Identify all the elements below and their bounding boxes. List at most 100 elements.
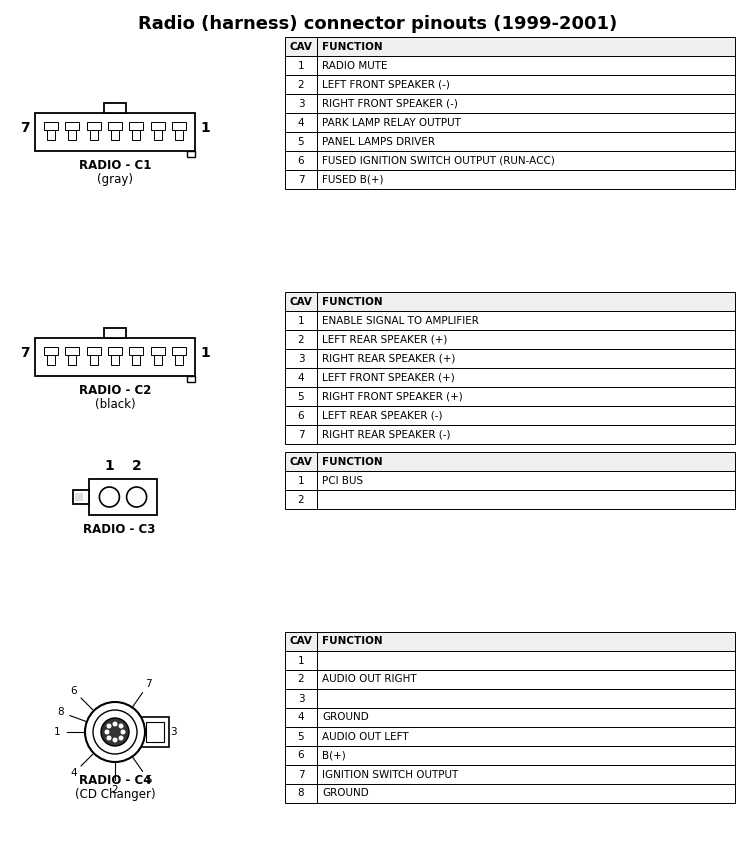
Text: 7: 7 xyxy=(20,346,30,360)
Bar xyxy=(317,37,735,56)
Bar xyxy=(285,471,317,490)
Bar xyxy=(317,75,735,94)
Bar xyxy=(285,56,317,75)
Text: (black): (black) xyxy=(94,398,135,411)
Text: 3: 3 xyxy=(298,99,305,108)
Bar xyxy=(285,784,317,803)
Text: PANEL LAMPS DRIVER: PANEL LAMPS DRIVER xyxy=(322,136,435,147)
Text: 1: 1 xyxy=(200,121,209,135)
Bar xyxy=(104,103,126,113)
Text: FUNCTION: FUNCTION xyxy=(322,297,383,307)
Circle shape xyxy=(93,710,137,754)
Text: AUDIO OUT LEFT: AUDIO OUT LEFT xyxy=(322,732,409,741)
Bar xyxy=(47,355,55,365)
Bar xyxy=(90,355,98,365)
Bar xyxy=(111,355,119,365)
Text: FUNCTION: FUNCTION xyxy=(322,457,383,466)
Bar xyxy=(285,37,317,56)
Bar xyxy=(317,746,735,765)
Bar xyxy=(285,330,317,349)
Text: 2: 2 xyxy=(298,675,305,685)
Bar xyxy=(285,132,317,151)
Bar xyxy=(285,490,317,509)
Text: 4: 4 xyxy=(298,713,305,722)
Text: LEFT REAR SPEAKER (+): LEFT REAR SPEAKER (+) xyxy=(322,335,448,344)
Text: 1: 1 xyxy=(54,727,60,737)
Bar xyxy=(285,632,317,651)
Text: 5: 5 xyxy=(298,732,305,741)
Text: 8: 8 xyxy=(298,788,305,799)
Text: 3: 3 xyxy=(169,727,176,737)
Text: RADIO - C3: RADIO - C3 xyxy=(83,523,155,536)
Circle shape xyxy=(113,721,117,727)
Bar xyxy=(75,493,83,501)
Bar xyxy=(317,349,735,368)
Text: 7: 7 xyxy=(298,429,305,440)
Bar xyxy=(35,338,195,376)
Bar xyxy=(65,347,79,355)
Bar xyxy=(285,425,317,444)
Bar xyxy=(175,130,183,140)
Bar xyxy=(47,130,55,140)
Bar xyxy=(150,122,165,130)
Bar xyxy=(132,355,141,365)
Circle shape xyxy=(119,723,123,728)
Bar xyxy=(73,490,89,504)
Text: 4: 4 xyxy=(298,118,305,127)
Bar xyxy=(285,368,317,387)
Bar xyxy=(317,94,735,113)
Circle shape xyxy=(120,729,125,734)
Bar xyxy=(129,122,144,130)
Text: RIGHT REAR SPEAKER (+): RIGHT REAR SPEAKER (+) xyxy=(322,354,455,363)
Text: 1: 1 xyxy=(298,316,305,325)
Bar xyxy=(317,425,735,444)
Bar xyxy=(285,311,317,330)
Text: 4: 4 xyxy=(70,768,77,778)
Bar xyxy=(65,122,79,130)
Bar xyxy=(317,406,735,425)
Bar xyxy=(150,347,165,355)
Text: RADIO - C2: RADIO - C2 xyxy=(79,384,151,397)
Bar xyxy=(68,355,76,365)
Bar xyxy=(285,387,317,406)
Text: FUSED IGNITION SWITCH OUTPUT (RUN-ACC): FUSED IGNITION SWITCH OUTPUT (RUN-ACC) xyxy=(322,155,555,166)
Text: CAV: CAV xyxy=(290,457,312,466)
Bar xyxy=(317,727,735,746)
Bar xyxy=(317,708,735,727)
Bar xyxy=(187,376,195,382)
Bar xyxy=(317,670,735,689)
Text: 1: 1 xyxy=(104,459,114,473)
Bar xyxy=(317,387,735,406)
Text: RADIO - C4: RADIO - C4 xyxy=(79,774,151,787)
Bar xyxy=(172,347,186,355)
Text: RIGHT REAR SPEAKER (-): RIGHT REAR SPEAKER (-) xyxy=(322,429,451,440)
Bar xyxy=(317,311,735,330)
Circle shape xyxy=(107,723,111,728)
Circle shape xyxy=(99,487,119,507)
Text: GROUND: GROUND xyxy=(322,788,369,799)
Text: 2: 2 xyxy=(132,459,141,473)
Bar xyxy=(172,122,186,130)
Text: 7: 7 xyxy=(145,680,152,689)
Text: FUNCTION: FUNCTION xyxy=(322,636,383,647)
Bar xyxy=(285,452,317,471)
Circle shape xyxy=(85,702,145,762)
Bar xyxy=(285,689,317,708)
Bar xyxy=(108,122,122,130)
Bar xyxy=(317,330,735,349)
Bar xyxy=(146,722,164,742)
Bar xyxy=(285,113,317,132)
Bar xyxy=(317,56,735,75)
Circle shape xyxy=(104,729,110,734)
Bar xyxy=(35,113,195,151)
Text: CAV: CAV xyxy=(290,42,312,51)
Text: AUDIO OUT RIGHT: AUDIO OUT RIGHT xyxy=(322,675,417,685)
Text: 1: 1 xyxy=(298,61,305,70)
Text: 2: 2 xyxy=(298,494,305,505)
Bar xyxy=(285,406,317,425)
Text: CAV: CAV xyxy=(290,297,312,307)
Bar xyxy=(44,347,58,355)
Text: (gray): (gray) xyxy=(97,173,133,186)
Text: 6: 6 xyxy=(298,751,305,760)
Text: 6: 6 xyxy=(70,686,77,696)
